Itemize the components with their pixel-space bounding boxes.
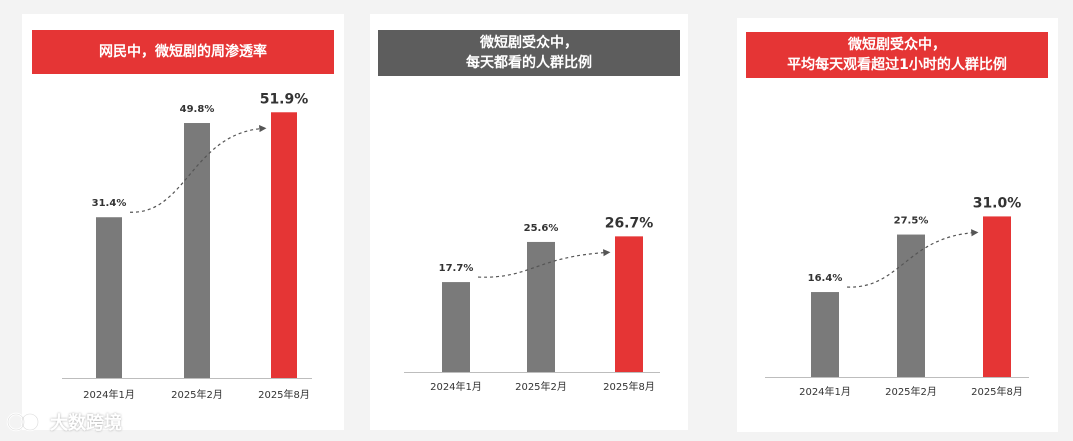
watermark-logo-icon <box>6 412 40 432</box>
chart-3-svg: 16.4% 2024年1月 27.5% 2025年2月 31.0% 2025年8月 <box>765 195 1029 398</box>
chart-2-tick-label-2: 2025年2月 <box>515 380 567 393</box>
chart-1-bar-1 <box>96 217 122 378</box>
chart-3-bar-3 <box>983 216 1011 377</box>
chart-3-tick-label-3: 2025年8月 <box>971 385 1023 398</box>
chart-3-title: 微短剧受众中， 平均每天观看超过1小时的人群比例 <box>746 32 1048 78</box>
chart-1-title: 网民中，微短剧的周渗透率 <box>32 30 334 74</box>
chart-2-svg: 17.7% 2024年1月 25.6% 2025年2月 26.7% 2025年8月 <box>404 215 660 393</box>
chart-1-bar-3 <box>271 112 297 378</box>
chart-2-data-label-1: 17.7% <box>439 263 474 274</box>
chart-1-tick-label-1: 2024年1月 <box>83 388 135 401</box>
chart-2-title-line-1: 微短剧受众中， <box>480 35 578 51</box>
chart-2-bar-2 <box>527 241 555 372</box>
chart-1-trend-arrow <box>129 124 267 213</box>
watermark: 大数跨境 <box>6 409 122 435</box>
chart-1-tick-label-2: 2025年2月 <box>171 388 223 401</box>
chart-2-title: 微短剧受众中， 每天都看的人群比例 <box>378 30 680 76</box>
chart-2-title-line-2: 每天都看的人群比例 <box>466 55 592 71</box>
chart-3-data-label-1: 16.4% <box>808 273 843 284</box>
chart-panel-1: 31.4% 2024年1月 49.8% 2025年2月 51.9% 2025年8月 网民中… <box>22 14 344 430</box>
chart-2-data-label-3: 26.7% <box>605 215 654 231</box>
chart-2-bar-3 <box>615 236 643 372</box>
chart-3-tick-label-1: 2024年1月 <box>799 385 851 398</box>
chart-3-data-label-3: 31.0% <box>973 195 1022 211</box>
chart-3-trend-arrow <box>846 229 979 288</box>
chart-3-tick-label-2: 2025年2月 <box>885 385 937 398</box>
chart-1-data-label-3: 51.9% <box>260 91 309 107</box>
chart-2-bar-1 <box>442 282 470 372</box>
chart-3-title-line-1: 微短剧受众中， <box>848 37 946 53</box>
watermark-text: 大数跨境 <box>50 413 122 434</box>
chart-1-data-label-2: 49.8% <box>180 104 215 115</box>
chart-3-bar-2 <box>897 234 925 377</box>
chart-2-tick-label-1: 2024年1月 <box>430 380 482 393</box>
chart-3-data-label-2: 27.5% <box>894 216 929 227</box>
chart-1-bar-2 <box>184 123 210 378</box>
chart-1-title-line-1: 网民中，微短剧的周渗透率 <box>99 44 267 60</box>
chart-1-tick-label-3: 2025年8月 <box>258 388 310 401</box>
chart-2-tick-label-3: 2025年8月 <box>603 380 655 393</box>
chart-1-svg: 31.4% 2024年1月 49.8% 2025年2月 51.9% 2025年8月 <box>62 91 312 401</box>
chart-panel-2: 17.7% 2024年1月 25.6% 2025年2月 26.7% 2025年8月 微短剧… <box>370 14 688 430</box>
chart-3-bar-1 <box>811 292 839 377</box>
chart-1-data-label-1: 31.4% <box>92 198 127 209</box>
chart-panel-3: 16.4% 2024年1月 27.5% 2025年2月 31.0% 2025年8月 微短剧… <box>737 18 1058 432</box>
chart-2-data-label-2: 25.6% <box>524 223 559 234</box>
chart-3-title-line-2: 平均每天观看超过1小时的人群比例 <box>787 57 1007 73</box>
